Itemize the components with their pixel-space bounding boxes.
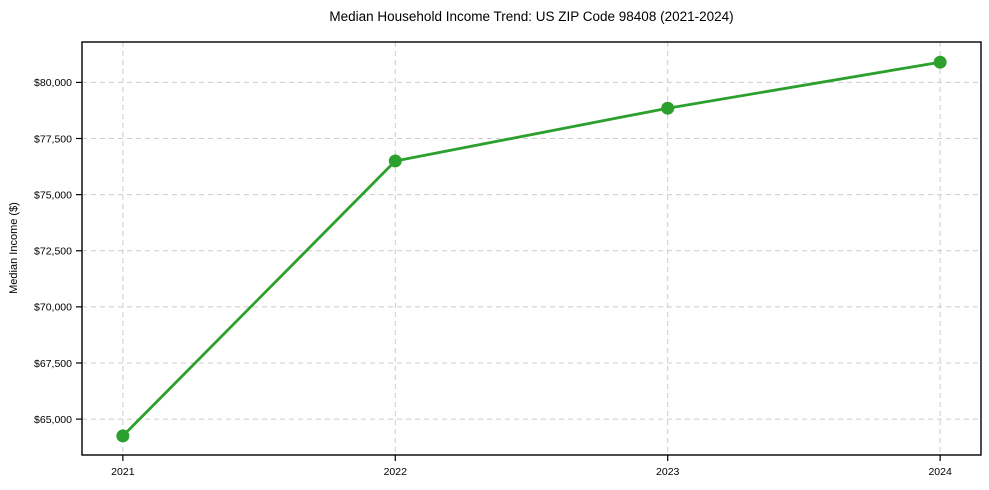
x-tick-label: 2024 <box>928 466 952 478</box>
y-tick-label: $65,000 <box>34 414 72 426</box>
data-point-marker <box>933 55 947 69</box>
trend-line <box>121 60 942 438</box>
data-point-marker <box>116 429 130 443</box>
x-tick-label: 2023 <box>656 466 680 478</box>
x-tick-label: 2021 <box>111 466 135 478</box>
y-tick-label: $67,500 <box>34 358 72 370</box>
chart-title: Median Household Income Trend: US ZIP Co… <box>329 9 734 24</box>
data-point-marker <box>661 101 675 115</box>
y-tick-label: $80,000 <box>34 77 72 89</box>
data-point-marker <box>388 154 402 168</box>
plot-border <box>81 41 982 456</box>
y-tick-label: $77,500 <box>34 133 72 145</box>
x-tick-label: 2022 <box>384 466 408 478</box>
y-tick-label: $72,500 <box>34 246 72 258</box>
y-tick-label: $70,000 <box>34 302 72 314</box>
y-tick-label: $75,000 <box>34 189 72 201</box>
y-axis-label: Median Income ($) <box>8 202 20 294</box>
